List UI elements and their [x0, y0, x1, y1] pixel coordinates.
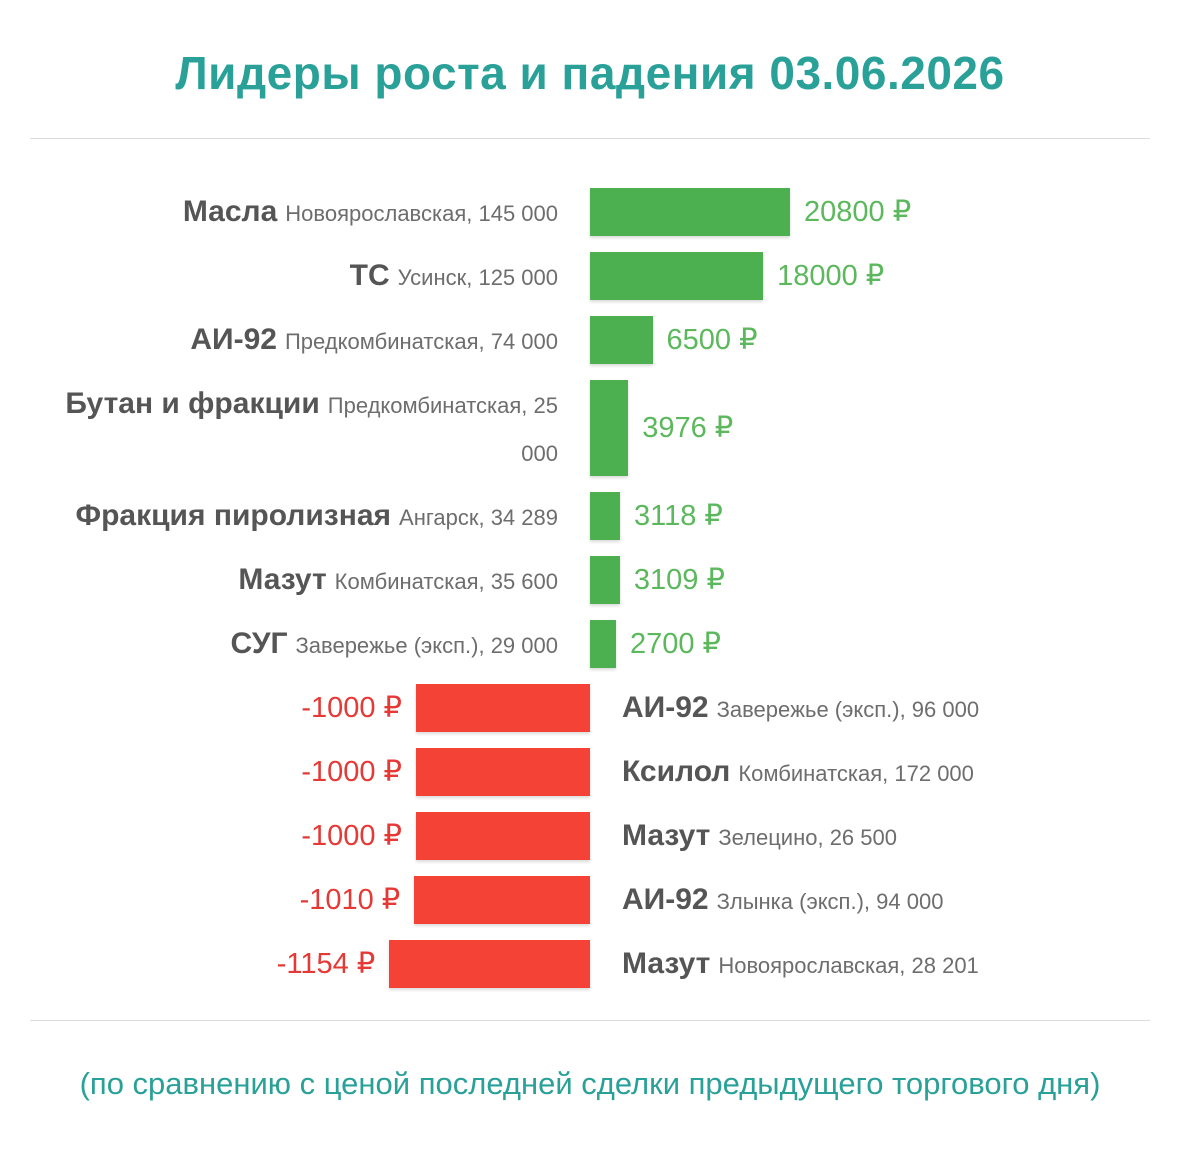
- gain-bar: [590, 556, 620, 604]
- product-name: ТС: [349, 259, 390, 292]
- gain-bar: [590, 188, 790, 236]
- row-label: СУГ Заверeжье (эксп.), 29 000: [231, 620, 558, 670]
- value-label: -1154 ₽: [276, 948, 376, 980]
- product-name: Масла: [182, 195, 278, 228]
- row-label: Мазут Комбинатская, 35 600: [238, 556, 558, 606]
- location-text: Заверeжье (эксп.), 29 000: [295, 633, 559, 658]
- row-label: Мазут Зелецино, 26 500: [622, 812, 897, 862]
- row-label: Масла Новоярославская, 145 000: [183, 188, 558, 238]
- value-label: -1000 ₽: [301, 692, 402, 724]
- value-label: 18000 ₽: [777, 260, 885, 292]
- top-divider: [30, 138, 1150, 139]
- location-text: Новоярославская, 28 201: [718, 953, 979, 978]
- value-label: 2700 ₽: [629, 628, 721, 660]
- value-label: -1010 ₽: [299, 884, 401, 916]
- gain-bar: [590, 316, 653, 364]
- location-text: Комбинатская, 35 600: [334, 569, 558, 594]
- chart-title: Лидеры роста и падения 03.06.2026: [175, 47, 1005, 99]
- location-text: Предкомбинатская, 25 000: [327, 393, 558, 466]
- value-label: 6500 ₽: [666, 324, 758, 356]
- product-name: АИ-92: [190, 323, 277, 356]
- loss-bar: [416, 812, 590, 860]
- value-label: 20800 ₽: [804, 196, 912, 228]
- bottom-divider: [30, 1020, 1150, 1021]
- row-label: Мазут Новоярославская, 28 201: [622, 940, 979, 990]
- value-label: -1000 ₽: [301, 820, 402, 852]
- loss-bar: [389, 940, 590, 988]
- footnote: (по сравнению с ценой последней сделки п…: [79, 1066, 1101, 1101]
- location-text: Комбинатская, 172 000: [738, 761, 974, 786]
- gain-bar: [590, 252, 764, 300]
- gain-bar: [590, 380, 629, 476]
- row-label: Фракция пиролизная Ангарск, 34 289: [75, 492, 558, 542]
- value-label: -1000 ₽: [301, 756, 402, 788]
- location-text: Новоярославская, 145 000: [285, 201, 558, 226]
- row-label: АИ-92 Заверeжье (эксп.), 96 000: [622, 684, 979, 734]
- location-text: Предкомбинатская, 74 000: [284, 329, 558, 354]
- product-name: Мазут: [622, 819, 711, 852]
- location-text: Усинск, 125 000: [397, 265, 558, 290]
- loss-bar: [414, 876, 590, 924]
- product-name: Ксилол: [622, 755, 731, 788]
- product-name: Мазут: [622, 947, 711, 980]
- location-text: Зелецино, 26 500: [718, 825, 897, 850]
- value-label: 3976 ₽: [642, 412, 734, 444]
- row-label: АИ-92 Предкомбинатская, 74 000: [190, 316, 558, 366]
- gain-bar: [590, 492, 620, 540]
- product-name: СУГ: [230, 627, 288, 660]
- product-name: АИ-92: [622, 691, 709, 724]
- value-label: 3109 ₽: [633, 564, 725, 596]
- row-label: АИ-92 Злынка (эксп.), 94 000: [622, 876, 943, 926]
- location-text: Злынка (эксп.), 94 000: [716, 889, 944, 914]
- product-name: Бутан и фракции: [65, 387, 320, 420]
- product-name: Фракция пиролизная: [75, 499, 392, 532]
- product-name: АИ-92: [622, 883, 709, 916]
- row-label: Бутан и фракции Предкомбинатская, 25 000: [30, 380, 558, 478]
- gain-bar: [590, 620, 616, 668]
- location-text: Ангарск, 34 289: [399, 505, 558, 530]
- location-text: Заверeжье (эксп.), 96 000: [716, 697, 980, 722]
- row-label: ТС Усинск, 125 000: [350, 252, 558, 302]
- row-label: Ксилол Комбинатская, 172 000: [622, 748, 974, 798]
- loss-bar: [416, 684, 590, 732]
- value-label: 3118 ₽: [633, 500, 723, 532]
- product-name: Мазут: [238, 563, 327, 596]
- loss-bar: [416, 748, 590, 796]
